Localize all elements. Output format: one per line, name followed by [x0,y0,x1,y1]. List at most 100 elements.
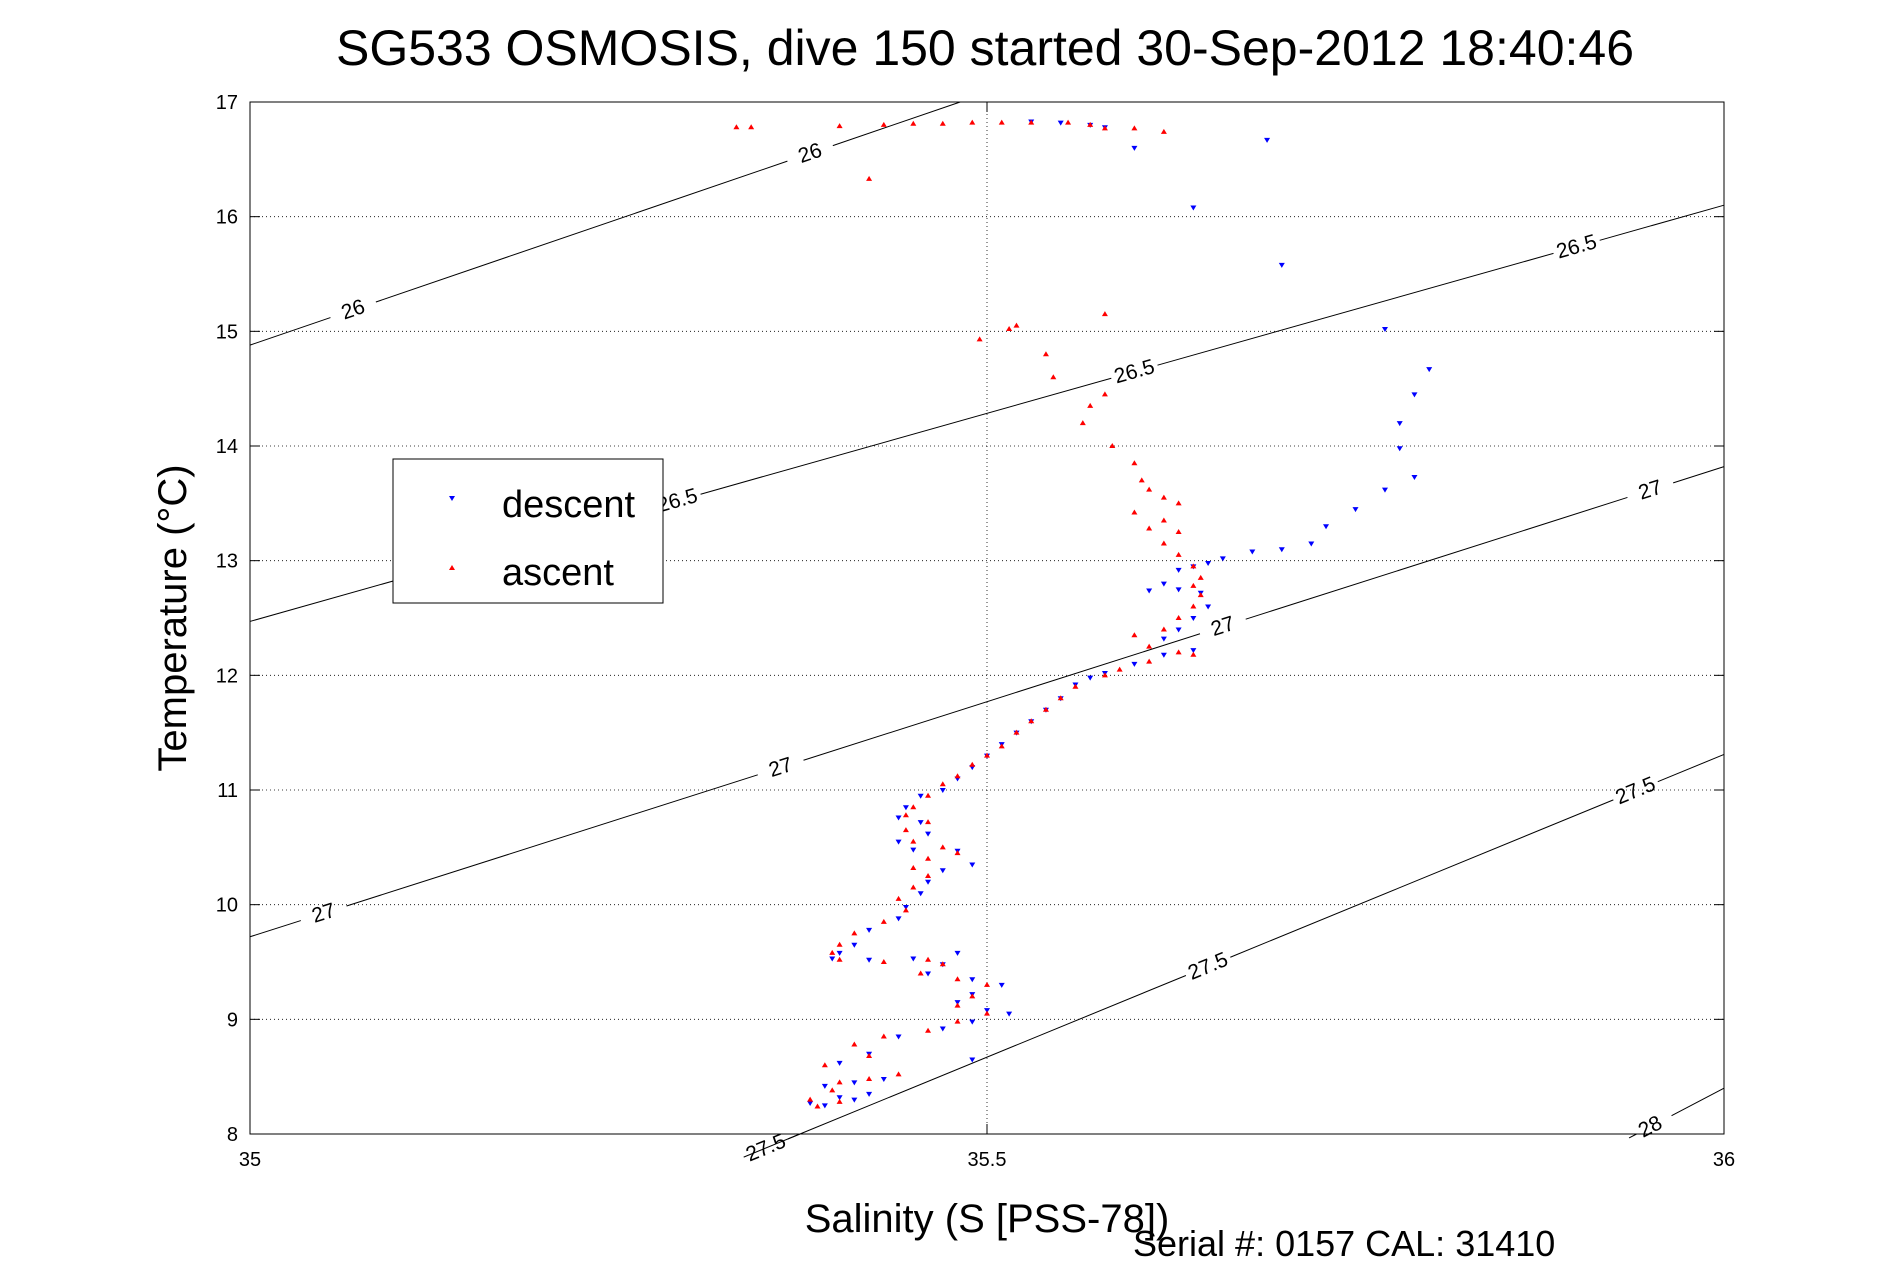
ascent-point-61 [910,804,917,810]
x-tick-labels: 35 35.5 36 [239,102,1735,1171]
contour-27-segment-2 [803,633,1201,761]
ascent-point-29 [1175,500,1182,506]
descent-point-48 [902,805,909,811]
ascent-point-76 [836,941,843,947]
ascent-point-85 [969,993,976,999]
descent-point-5 [1264,137,1271,143]
contour-26-segment-0 [249,317,331,346]
descent-point-49 [895,815,902,821]
ascent-point-33 [1175,529,1182,534]
descent-point-34 [1131,661,1138,667]
descent-point-69 [925,971,932,977]
contour-27-segment-0 [249,920,301,938]
ascent-point-86 [954,1002,961,1008]
descent-point-66 [910,956,917,962]
ascent-point-21 [1101,391,1108,397]
ascent-point-19 [1042,351,1049,357]
descent-point-53 [910,847,917,853]
ascent-point-23 [1079,420,1086,426]
descent-point-89 [851,1097,858,1103]
ascent-point-73 [902,907,909,913]
ascent-point-79 [880,959,887,964]
ascent-point-26 [1138,477,1145,483]
descent-point-12 [1396,446,1403,452]
ascent-point-34 [1160,540,1167,546]
descent-point-33 [1160,652,1167,658]
ascent-point-52 [1042,706,1049,712]
descent-point-20 [1219,556,1226,562]
ascent-point-32 [1146,525,1153,531]
ascent-point-100 [836,1098,843,1104]
ascent-point-13 [1101,125,1108,131]
descent-point-47 [917,793,924,799]
descent-point-46 [939,788,946,793]
ascent-point-70 [925,873,932,878]
descent-point-62 [851,942,858,948]
ascent-point-8 [1028,119,1035,125]
descent-point-17 [1308,541,1315,547]
ascent-point-59 [939,781,946,787]
ascent-point-49 [1101,672,1108,678]
serial-cal-footer: Serial #: 0157 CAL: 31410 [1133,1223,1555,1262]
ascent-point-57 [969,761,976,767]
ascent-point-48 [1116,666,1123,672]
ascent-point-64 [902,827,909,833]
descent-point-71 [998,982,1005,988]
ascent-point-55 [998,743,1005,749]
descent-point-83 [851,1080,858,1086]
descent-point-51 [925,831,932,837]
contour-28-segment-0 [1628,1133,1637,1139]
descent-point-56 [939,868,946,874]
x-tick-label-0: 35 [239,1149,261,1171]
descent-point-1 [1057,120,1064,126]
ascent-point-31 [1160,517,1167,523]
ascent-point-87 [984,1010,990,1016]
ascent-point-51 [1057,695,1064,701]
descent-point-55 [969,862,976,868]
grid-lines [250,102,1724,1134]
x-tick-label-1: 35.5 [968,1149,1007,1171]
ascent-point-94 [895,1071,902,1077]
ascent-point-99 [814,1103,821,1109]
contour-27.5-segment-2 [1230,799,1614,958]
descent-point-14 [1381,487,1388,493]
descent-point-81 [836,1060,843,1066]
descent-point-4 [1131,145,1138,151]
ascent-point-74 [880,918,887,924]
ascent-point-95 [866,1075,873,1081]
ascent-point-50 [1072,683,1079,689]
descent-point-79 [969,1057,976,1063]
ascent-point-62 [902,812,909,818]
ascent-point-7 [998,119,1005,125]
descent-point-32 [1190,648,1197,654]
descent-point-26 [1175,587,1182,593]
ascent-point-93 [821,1062,828,1068]
descent-point-10 [1411,392,1418,398]
contour-26-segment-end [832,101,961,147]
ascent-point-71 [910,884,917,890]
ascent-point-67 [954,850,961,856]
ascent-point-54 [1013,729,1020,735]
ascent-point-66 [939,844,946,850]
legend: descent ascent [392,458,664,604]
ascent-point-45 [1175,649,1182,655]
y-tick-label-9: 17 [216,92,238,114]
descent-point-21 [1205,560,1212,566]
contour-26.5-segment-2 [1157,252,1554,366]
descent-point-78 [895,1034,902,1040]
ascent-point-1 [748,124,755,130]
ascent-point-11 [1131,125,1138,131]
ascent-point-42 [1160,626,1167,632]
descent-point-11 [1396,421,1403,427]
ascent-point-97 [829,1087,836,1093]
descent-point-9 [1426,367,1433,373]
descent-point-13 [1411,474,1418,480]
ascent-point-69 [910,864,917,870]
y-tick-labels: 8 9 10 11 12 13 14 15 16 17 [216,92,1724,1146]
descent-point-24 [1160,581,1167,587]
ascent-point-58 [954,773,961,779]
ascent-point-0 [733,124,740,130]
descent-point-67 [954,950,961,956]
descent-point-87 [807,1101,814,1107]
descent-point-63 [836,950,843,956]
